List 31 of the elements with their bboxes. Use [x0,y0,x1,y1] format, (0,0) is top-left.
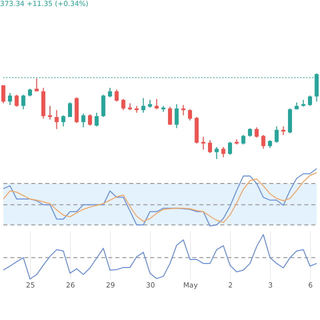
candlestick [308,95,312,106]
candlestick [21,94,26,110]
candlestick [108,87,112,98]
candlestick [228,141,232,156]
candlestick [68,102,72,118]
candlestick [168,106,172,126]
candlestick [154,98,159,110]
candlestick [121,98,126,111]
candlestick [8,92,12,106]
candlestick [1,84,6,104]
candlestick [88,114,92,126]
candlestick [254,126,259,138]
candlestick [94,112,99,127]
candlestick [174,104,179,129]
candlestick [208,140,212,154]
candlestick [214,146,219,160]
candlestick [101,94,106,118]
candlestick [141,98,146,114]
candlestick [54,110,59,130]
candlestick [188,108,192,121]
candlestick [61,114,66,127]
candlestick [114,89,119,102]
candlestick [221,146,226,158]
candlestick [34,78,39,92]
candlestick [261,134,266,150]
candlestick [274,126,279,144]
candlestick [14,94,19,108]
candlestick [81,113,86,128]
candlestick [288,108,292,134]
candlestick [74,96,79,124]
candlestick [241,134,246,145]
